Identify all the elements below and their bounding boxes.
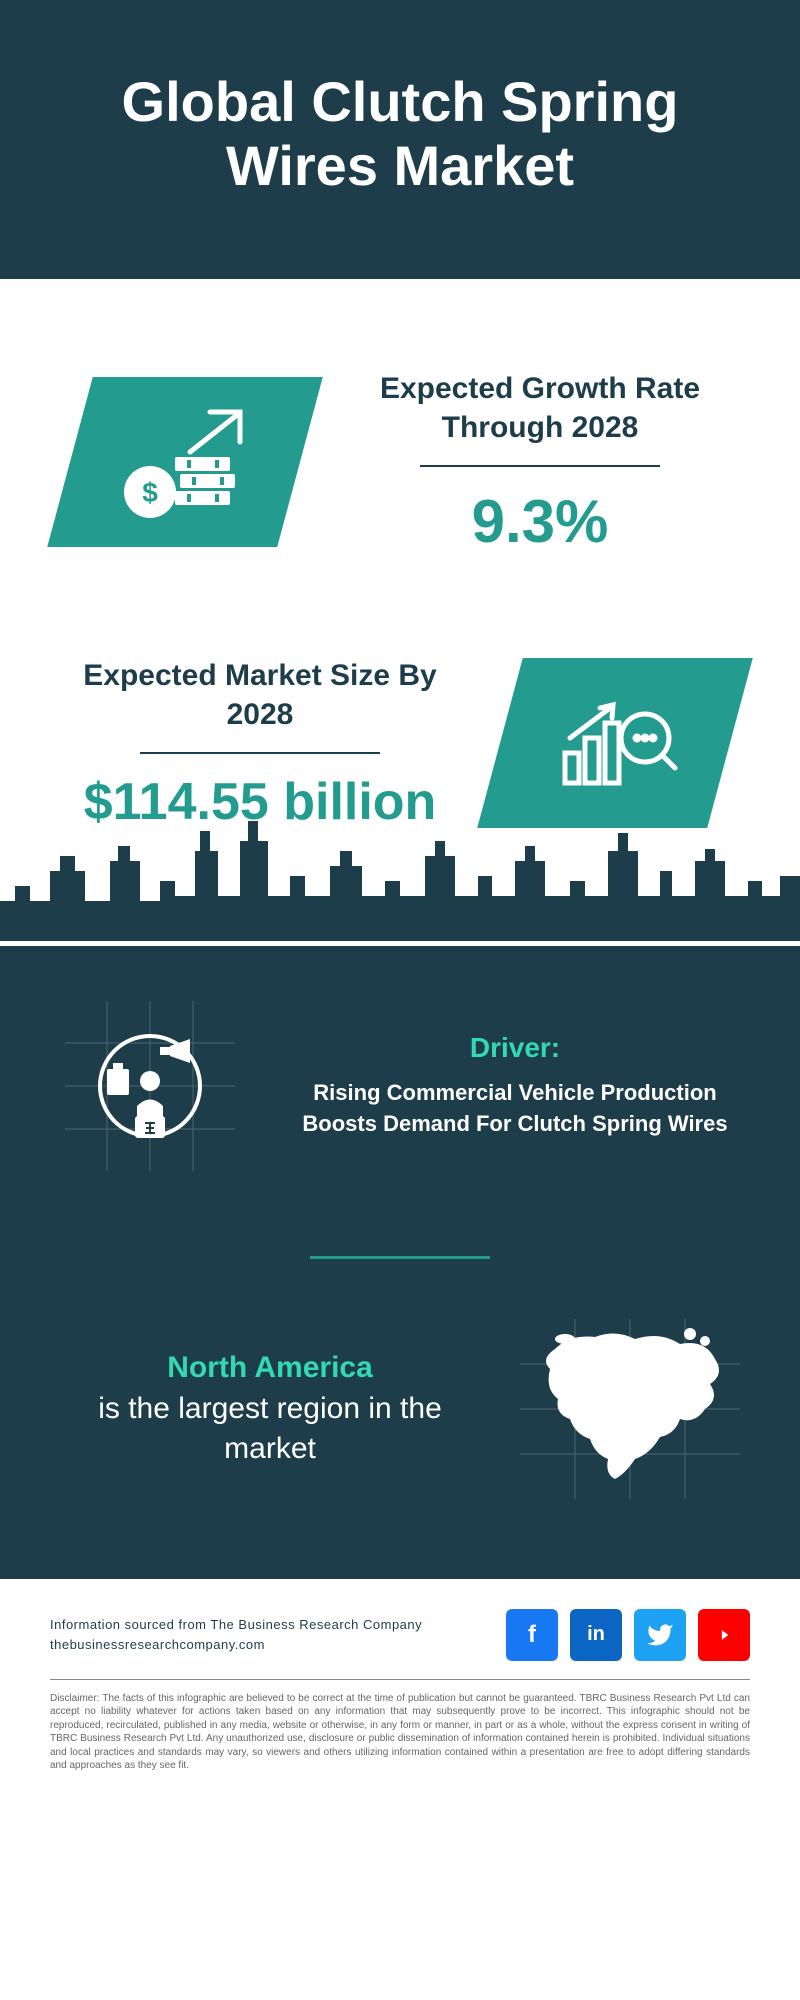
- market-size-label: Expected Market Size By 2028: [70, 656, 450, 734]
- svg-text:$: $: [142, 477, 158, 508]
- driver-row: Driver: Rising Commercial Vehicle Produc…: [60, 996, 740, 1176]
- region-row: North America is the largest region in t…: [60, 1319, 740, 1499]
- main-title: Global Clutch Spring Wires Market: [40, 70, 760, 199]
- disclaimer-text: Disclaimer: The facts of this infographi…: [50, 1692, 750, 1773]
- source-line2: thebusinessresearchcompany.com: [50, 1637, 265, 1652]
- source-line1: Information sourced from The Business Re…: [50, 1617, 422, 1632]
- source-text: Information sourced from The Business Re…: [50, 1615, 422, 1654]
- north-america-map-icon: [520, 1319, 740, 1499]
- header-banner: Global Clutch Spring Wires Market: [0, 0, 800, 279]
- money-growth-icon: $: [115, 402, 255, 522]
- region-highlight: North America: [167, 1351, 373, 1384]
- growth-icon-box: $: [47, 377, 323, 547]
- map-box: [520, 1319, 740, 1499]
- growth-value: 9.3%: [350, 487, 730, 556]
- social-icons-row: f in: [506, 1609, 750, 1661]
- footer: Information sourced from The Business Re…: [0, 1579, 800, 1793]
- footer-divider: [50, 1679, 750, 1680]
- divider: [140, 752, 380, 754]
- facebook-icon[interactable]: f: [506, 1609, 558, 1661]
- region-text: North America is the largest region in t…: [60, 1348, 480, 1470]
- center-divider: [310, 1256, 490, 1259]
- analytics-icon-box: [477, 658, 753, 828]
- analytics-icon: [545, 683, 685, 803]
- growth-label: Expected Growth Rate Through 2028: [350, 369, 730, 447]
- driver-title: Driver:: [290, 1032, 740, 1064]
- linkedin-icon[interactable]: in: [570, 1609, 622, 1661]
- driver-body: Rising Commercial Vehicle Production Boo…: [290, 1078, 740, 1140]
- region-rest: is the largest region in the market: [98, 1392, 442, 1466]
- market-size-section: Expected Market Size By 2028 $114.55 bil…: [0, 616, 800, 831]
- driver-icon-box: [60, 996, 240, 1176]
- driver-region-section: Driver: Rising Commercial Vehicle Produc…: [0, 946, 800, 1579]
- footer-top-row: Information sourced from The Business Re…: [50, 1609, 750, 1661]
- driver-text-block: Driver: Rising Commercial Vehicle Produc…: [290, 1032, 740, 1140]
- twitter-icon[interactable]: [634, 1609, 686, 1661]
- youtube-icon[interactable]: [698, 1609, 750, 1661]
- divider: [420, 465, 660, 467]
- marketing-icon: [65, 1001, 235, 1171]
- growth-stat: Expected Growth Rate Through 2028 9.3%: [350, 369, 730, 556]
- growth-rate-section: $ Expected Growth Rate Through 2028 9.3%: [0, 279, 800, 616]
